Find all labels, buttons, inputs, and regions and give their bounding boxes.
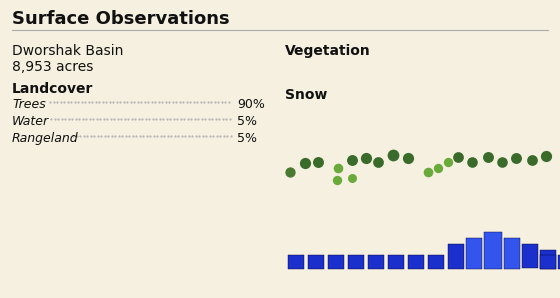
Bar xyxy=(308,255,324,269)
Bar xyxy=(368,255,384,269)
Bar xyxy=(348,255,364,269)
Text: Rangeland: Rangeland xyxy=(12,132,78,145)
Bar xyxy=(408,255,424,269)
Point xyxy=(497,160,506,164)
Point xyxy=(314,160,323,164)
Text: Landcover: Landcover xyxy=(12,82,94,96)
Point xyxy=(444,160,452,164)
Text: 8,953 acres: 8,953 acres xyxy=(12,60,94,74)
Bar xyxy=(388,255,404,269)
Point xyxy=(404,156,413,160)
Point xyxy=(433,166,442,170)
Point xyxy=(483,155,492,159)
Point xyxy=(511,156,520,160)
Text: Surface Observations: Surface Observations xyxy=(12,10,230,28)
Text: 5%: 5% xyxy=(237,132,257,145)
Bar xyxy=(428,255,444,269)
Bar xyxy=(288,255,304,269)
Text: 90%: 90% xyxy=(237,98,265,111)
Bar xyxy=(466,238,482,269)
Point xyxy=(333,178,342,182)
Bar xyxy=(540,250,556,269)
Point xyxy=(334,166,343,170)
Bar xyxy=(540,255,556,269)
Point xyxy=(542,153,550,158)
Text: Trees: Trees xyxy=(12,98,46,111)
Text: 5%: 5% xyxy=(237,115,257,128)
Point xyxy=(423,170,432,174)
Point xyxy=(468,160,477,164)
Point xyxy=(286,170,295,174)
Text: Dworshak Basin: Dworshak Basin xyxy=(12,44,123,58)
Point xyxy=(374,160,382,164)
Point xyxy=(301,161,310,165)
Point xyxy=(454,155,463,159)
Text: Water: Water xyxy=(12,115,49,128)
Bar xyxy=(522,244,538,268)
Point xyxy=(348,176,357,180)
Bar xyxy=(504,238,520,269)
Text: Snow: Snow xyxy=(285,88,328,102)
Bar xyxy=(484,232,502,269)
Point xyxy=(389,153,398,157)
Point xyxy=(348,158,357,162)
Bar xyxy=(558,255,560,269)
Point xyxy=(528,158,536,162)
Bar xyxy=(328,255,344,269)
Text: Vegetation: Vegetation xyxy=(285,44,371,58)
Point xyxy=(362,156,371,160)
Bar xyxy=(448,244,464,269)
